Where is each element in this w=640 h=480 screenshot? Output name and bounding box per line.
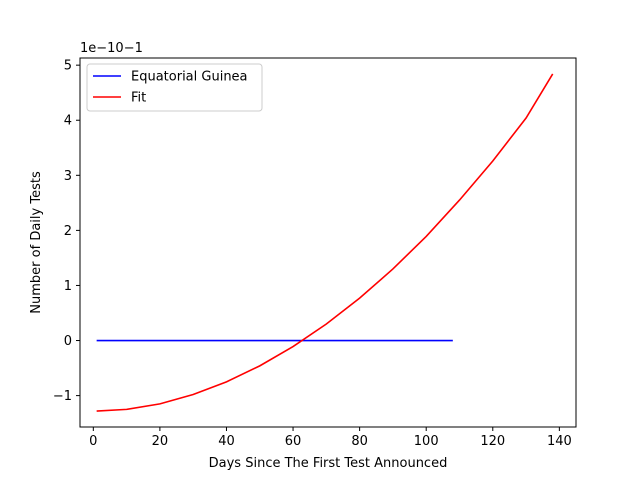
x-axis-ticks: 0 20 40 60 80 100 120 140 bbox=[89, 427, 572, 449]
y-tick-label: 2 bbox=[64, 224, 72, 239]
legend-entry: Equatorial Guinea bbox=[131, 70, 248, 85]
y-tick-label: 0 bbox=[64, 334, 72, 349]
x-tick-label: 80 bbox=[351, 434, 368, 449]
legend-entry: Fit bbox=[131, 91, 146, 106]
x-tick-label: 120 bbox=[480, 434, 505, 449]
y-tick-label: 5 bbox=[64, 59, 72, 74]
x-axis-label: Days Since The First Test Announced bbox=[209, 456, 448, 471]
y-axis-offset-text: 1e−10−1 bbox=[80, 41, 143, 56]
x-tick-label: 20 bbox=[152, 434, 169, 449]
y-tick-label: 3 bbox=[64, 169, 72, 184]
legend-box bbox=[86, 63, 263, 112]
axes-frame bbox=[79, 57, 577, 428]
series-layer bbox=[96, 73, 554, 412]
legend: Equatorial Guinea Fit bbox=[86, 63, 263, 112]
x-tick-label: 60 bbox=[285, 434, 302, 449]
y-axis-ticks: −1 0 1 2 3 4 5 bbox=[53, 59, 80, 404]
y-tick-label: 4 bbox=[64, 114, 72, 129]
y-tick-label: −1 bbox=[53, 389, 72, 404]
y-tick-label: 1 bbox=[64, 279, 72, 294]
series-line-2 bbox=[96, 73, 554, 412]
x-tick-label: 0 bbox=[89, 434, 97, 449]
x-tick-label: 140 bbox=[547, 434, 572, 449]
y-axis-label: Number of Daily Tests bbox=[29, 171, 44, 314]
x-tick-label: 40 bbox=[218, 434, 235, 449]
x-tick-label: 100 bbox=[414, 434, 439, 449]
